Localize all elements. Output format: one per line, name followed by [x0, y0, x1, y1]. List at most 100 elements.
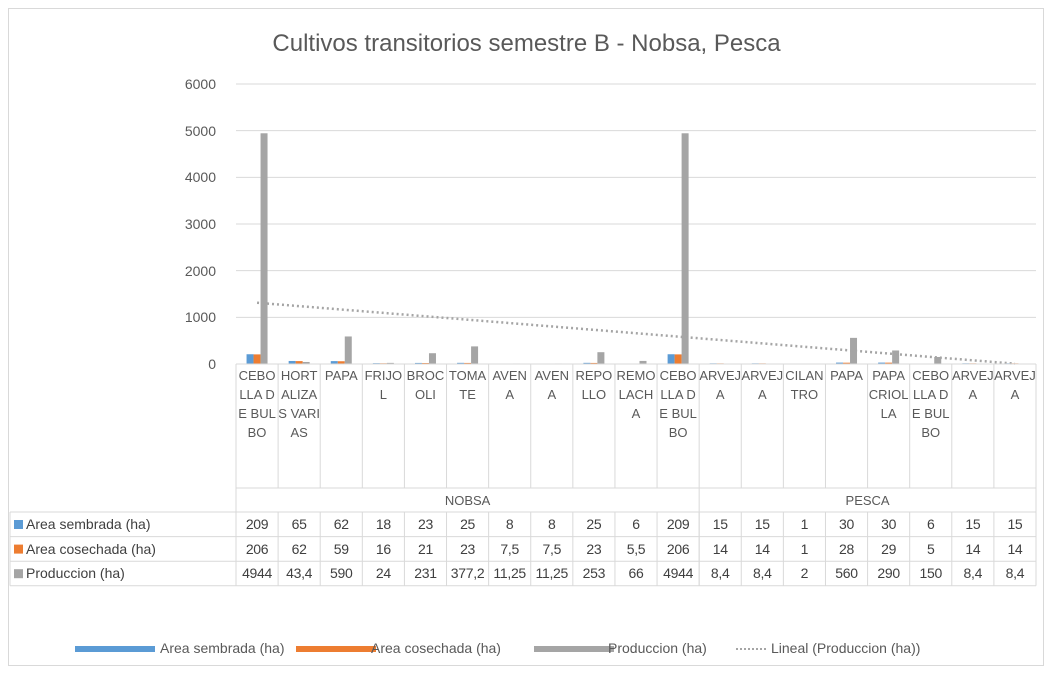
bar	[428, 353, 436, 364]
legend-key	[296, 646, 376, 652]
data-label: 18	[375, 516, 391, 532]
bar	[295, 361, 303, 364]
data-label: 14	[1007, 540, 1023, 557]
table-row-label: Area sembrada (ha)	[26, 516, 151, 532]
bar	[246, 354, 254, 364]
data-label: 8,4	[710, 565, 730, 582]
data-label: 7,5	[500, 540, 519, 557]
legend-label: Area sembrada (ha)	[160, 640, 285, 656]
data-label: 15	[1007, 516, 1023, 532]
data-label: 23	[417, 516, 433, 532]
bar	[850, 337, 858, 364]
bar	[457, 362, 465, 364]
table-legend-key	[14, 569, 23, 579]
data-label: 6	[632, 516, 640, 532]
data-label: 290	[877, 565, 900, 582]
x-tick-label: HORTALIZAS VARIAS	[278, 368, 320, 440]
bar	[471, 346, 479, 364]
bar	[639, 360, 647, 364]
data-label: 24	[375, 565, 391, 582]
table-row-label: Area cosechada (ha)	[26, 540, 156, 557]
x-tick-label: PAPA	[324, 368, 358, 383]
y-tick-label: 4000	[184, 169, 216, 186]
data-label: 1	[800, 540, 809, 557]
data-label: 8,4	[1005, 565, 1025, 582]
data-label: 590	[330, 565, 353, 582]
data-label: 62	[291, 540, 307, 557]
bar	[386, 362, 394, 364]
legend-key	[75, 646, 155, 652]
bar	[288, 360, 296, 364]
group-label: PESCA	[845, 493, 890, 508]
data-label: 560	[835, 565, 858, 582]
x-tick-label: REMOLACHA	[616, 368, 656, 421]
trendline	[256, 301, 1016, 365]
x-tick-label: AVENA	[534, 368, 569, 402]
data-label: 150	[919, 565, 942, 582]
data-label: 30	[839, 516, 854, 532]
data-label: 16	[375, 540, 391, 557]
x-tick-label: AVENA	[492, 368, 527, 402]
group-label: NOBSA	[444, 493, 491, 508]
bar	[892, 350, 900, 364]
bar	[253, 354, 261, 364]
y-tick-label: 6000	[184, 76, 216, 92]
bar	[344, 336, 352, 364]
y-tick-label: 1000	[184, 309, 216, 326]
data-label: 15	[965, 516, 981, 532]
bar	[464, 362, 472, 364]
data-label: 11,25	[493, 565, 526, 582]
chart-border	[8, 8, 1044, 666]
data-label: 30	[881, 516, 897, 532]
x-tick-label: ARVEJA	[951, 368, 994, 402]
table-legend-key	[14, 520, 23, 529]
data-label: 1	[800, 516, 809, 532]
bar	[302, 361, 310, 364]
data-label: 8	[505, 516, 514, 532]
data-label: 59	[333, 540, 349, 557]
bar	[843, 362, 851, 364]
bar	[414, 362, 422, 364]
data-label: 23	[460, 540, 476, 557]
data-label: 66	[628, 565, 644, 582]
bar	[878, 362, 886, 364]
data-label: 209	[245, 516, 269, 532]
data-label: 253	[582, 565, 606, 582]
data-label: 5,5	[626, 540, 646, 557]
x-tick-label: CEBOLLA DE BULBO	[911, 368, 950, 440]
bar	[667, 354, 675, 364]
bar	[590, 362, 598, 364]
chart-title: Cultivos transitorios semestre B - Nobsa…	[272, 30, 781, 57]
x-tick-label: BROCOLI	[406, 368, 445, 402]
data-label: 8	[548, 516, 556, 532]
x-tick-label: ARVEJA	[699, 368, 742, 402]
data-label: 377,2	[450, 565, 485, 582]
x-tick-label: ARVEJA	[741, 368, 784, 402]
bar	[260, 133, 268, 364]
data-label: 28	[839, 540, 854, 557]
bar	[674, 354, 682, 364]
data-label: 8,4	[963, 565, 983, 582]
data-label: 65	[291, 516, 307, 532]
y-tick-label: 0	[208, 356, 216, 372]
legend-label: Produccion (ha)	[608, 640, 707, 656]
bar	[885, 362, 893, 364]
data-label: 11,25	[535, 565, 569, 582]
legend-label: Lineal (Produccion (ha))	[771, 640, 921, 656]
data-label: 14	[754, 540, 770, 557]
data-label: 7,5	[542, 540, 562, 557]
bar	[583, 362, 591, 364]
legend-key	[534, 646, 614, 652]
data-label: 23	[586, 540, 602, 557]
x-tick-label: ARVEJA	[994, 368, 1036, 402]
data-label: 209	[666, 516, 690, 532]
data-label: 4944	[242, 565, 273, 582]
legend-label: Area cosechada (ha)	[371, 640, 501, 656]
x-tick-label: REPOLLO	[575, 368, 613, 402]
data-label: 231	[414, 565, 437, 582]
data-label: 206	[245, 540, 269, 557]
data-label: 25	[460, 516, 476, 532]
bar	[337, 361, 345, 364]
y-tick-label: 5000	[184, 122, 216, 139]
